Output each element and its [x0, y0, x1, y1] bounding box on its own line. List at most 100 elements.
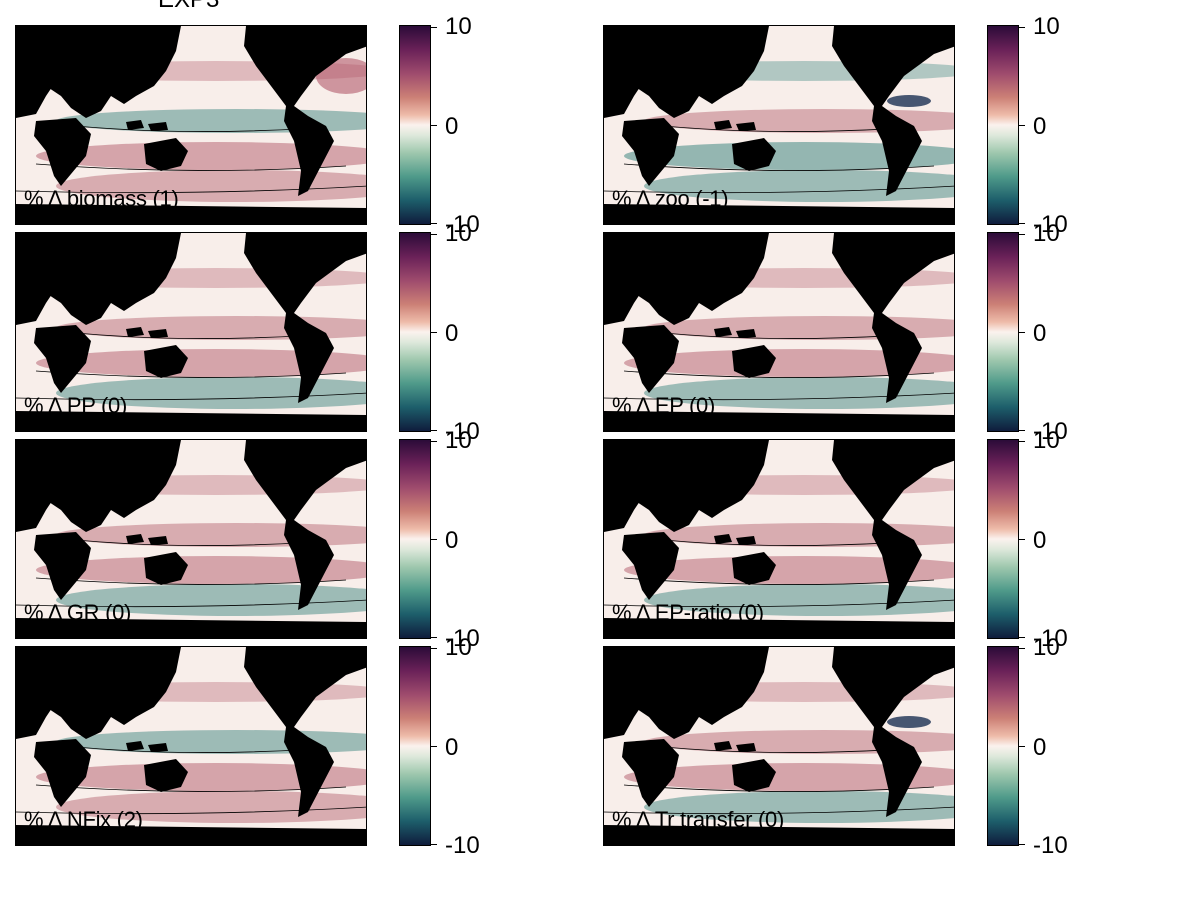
anomaly-band [644, 791, 954, 823]
landmass [126, 534, 144, 544]
landmass [244, 647, 366, 817]
map-heatmap [16, 233, 366, 431]
colorbar-tick-label: 0 [1033, 320, 1047, 347]
anomaly-band [56, 377, 366, 409]
landmass [244, 233, 366, 403]
landmass [604, 618, 954, 638]
anomaly-band [36, 763, 366, 791]
landmass [31, 233, 181, 325]
panel-label: % Δ NFix (2) [24, 807, 143, 832]
anomaly-band [56, 791, 366, 823]
landmass [16, 411, 366, 431]
landmass [622, 118, 679, 186]
anomaly-band [56, 584, 366, 616]
colorbar-tick-label: -10 [1033, 211, 1068, 238]
colorbar-tick-label: 0 [445, 113, 459, 140]
colorbar-tick-label: 10 [445, 634, 472, 661]
map-heatmap [16, 26, 366, 224]
landmass [604, 825, 954, 845]
colorbar-tick [1019, 223, 1025, 224]
landmass [622, 325, 679, 393]
colorbar-tick [1019, 539, 1025, 540]
landmass [619, 647, 769, 739]
landmass [832, 440, 954, 610]
contour-line [604, 185, 954, 194]
anomaly-hotspot [887, 716, 931, 728]
colorbar [399, 646, 431, 846]
colorbar-tick [1019, 441, 1025, 442]
contour-line [663, 125, 905, 132]
landmass [619, 26, 769, 118]
colorbar-tick-label: 0 [445, 320, 459, 347]
landmass [34, 325, 91, 393]
panel-label: % Δ EP (0) [612, 393, 716, 418]
colorbar-tick-label: 10 [445, 427, 472, 454]
panel-label: % Δ PP (0) [24, 393, 128, 418]
anomaly-hotspot [887, 95, 931, 107]
landmass [148, 536, 168, 545]
colorbar-tick [1019, 332, 1025, 333]
landmass [604, 204, 954, 224]
map-panel-nfix: % Δ NFix (2) [15, 646, 367, 846]
colorbar-tick-label: -10 [445, 418, 480, 445]
contour-line [604, 599, 954, 608]
anomaly-band [36, 556, 366, 584]
panel-label: % Δ biomass (1) [24, 186, 179, 211]
colorbar-tick-label: 10 [445, 13, 472, 40]
landmass [34, 739, 91, 807]
landmass [148, 122, 168, 131]
landmass [736, 536, 756, 545]
contour-line [663, 539, 905, 546]
colorbar-tick [1019, 746, 1025, 747]
anomaly-band [644, 584, 954, 616]
landmass [714, 120, 732, 130]
anomaly-band [624, 556, 954, 584]
colorbar-tick [431, 234, 437, 235]
landmass [714, 327, 732, 337]
map-panel-pp: % Δ PP (0) [15, 232, 367, 432]
landmass [34, 118, 91, 186]
landmass [144, 759, 188, 792]
colorbar-tick [431, 125, 437, 126]
colorbar-tick [1019, 234, 1025, 235]
panel-label: % Δ EP-ratio (0) [612, 600, 764, 625]
colorbar-tick [1019, 648, 1025, 649]
colorbar-tick-label: -10 [1033, 418, 1068, 445]
colorbar-tick-label: -10 [445, 211, 480, 238]
anomaly-band [56, 170, 366, 202]
landmass [714, 534, 732, 544]
landmass [736, 743, 756, 752]
anomaly-band [624, 349, 954, 377]
colorbar-tick-label: 0 [445, 527, 459, 554]
colorbar [987, 25, 1019, 225]
colorbar [399, 232, 431, 432]
map-panel-zoo: % Δ zoo (-1) [603, 25, 955, 225]
colorbar-tick [1019, 430, 1025, 431]
map-heatmap [604, 26, 954, 224]
landmass [144, 138, 188, 171]
colorbar-tick-label: 0 [1033, 734, 1047, 761]
colorbar-tick [431, 430, 437, 431]
landmass [144, 552, 188, 585]
contour-line [75, 746, 317, 753]
landmass [244, 440, 366, 610]
colorbar-tick-label: 10 [1033, 427, 1060, 454]
colorbar [987, 232, 1019, 432]
landmass [832, 26, 954, 196]
panel-label: % Δ zoo (-1) [612, 186, 729, 211]
colorbar-tick [1019, 844, 1025, 845]
landmass [622, 739, 679, 807]
landmass [126, 327, 144, 337]
landmass [732, 345, 776, 378]
colorbar-tick [431, 27, 437, 28]
contour-line [16, 806, 366, 815]
colorbar-tick [431, 539, 437, 540]
colorbar [987, 439, 1019, 639]
colorbar-tick [431, 223, 437, 224]
landmass [31, 26, 181, 118]
colorbar [399, 25, 431, 225]
contour-line [604, 806, 954, 815]
landmass [244, 26, 366, 196]
colorbar-tick [431, 746, 437, 747]
anomaly-band [644, 377, 954, 409]
